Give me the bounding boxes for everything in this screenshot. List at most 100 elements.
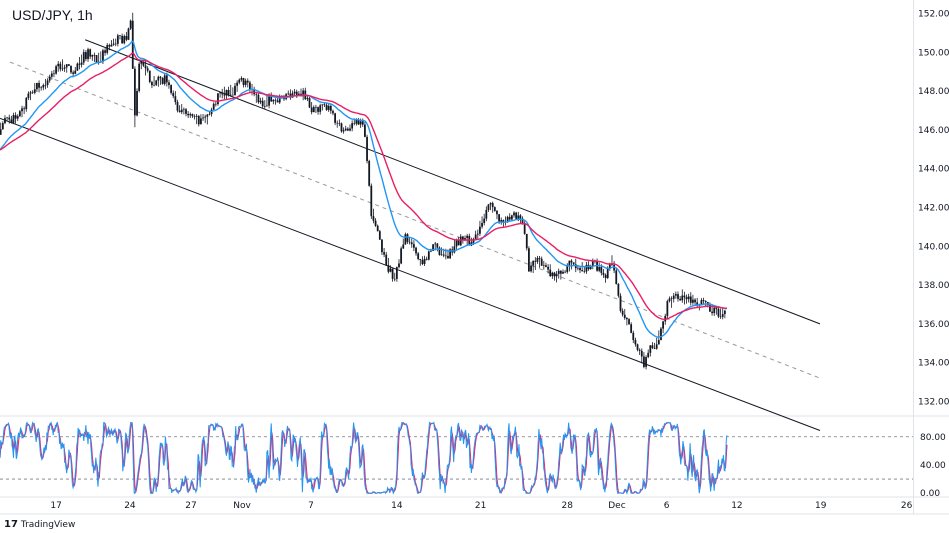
candle-body — [104, 50, 106, 53]
osc-tick-label: 0.00 — [920, 489, 940, 499]
candle-body — [297, 93, 300, 95]
tradingview-logo[interactable]: 𝟭𝟳 TradingView — [4, 519, 75, 530]
candle-body — [302, 90, 305, 97]
candle-body — [274, 99, 277, 101]
candle-body — [114, 43, 117, 45]
candle-body — [381, 239, 383, 253]
candle-body — [278, 96, 281, 103]
candle-body — [159, 76, 162, 78]
candle-body — [419, 259, 422, 260]
ma-line-ema-fast — [0, 40, 728, 338]
candle-body — [487, 204, 490, 210]
candle-body — [585, 264, 588, 272]
time-tick-label: 24 — [124, 501, 136, 511]
time-tick-label: Nov — [233, 501, 251, 511]
candle-body — [368, 160, 371, 186]
candle-body — [102, 50, 104, 62]
candle-body — [568, 260, 571, 266]
candle-body — [219, 92, 221, 94]
candle-body — [6, 117, 8, 119]
candle-body — [42, 84, 45, 88]
candle-body — [723, 310, 726, 315]
candle-body — [40, 87, 43, 89]
candle-body — [483, 218, 486, 223]
time-tick-label: 28 — [562, 501, 574, 511]
candle-body — [78, 63, 81, 65]
candle-body — [334, 113, 336, 123]
candle-body — [168, 82, 170, 86]
candle-body — [432, 244, 434, 251]
candle-body — [50, 73, 53, 77]
candle-body — [455, 239, 458, 247]
candle-body — [532, 260, 535, 266]
candle-body — [408, 241, 411, 243]
candle-body — [643, 356, 645, 367]
candle-body — [142, 61, 145, 66]
price-tick-label: 140.000 — [918, 242, 949, 252]
candle-body — [342, 130, 345, 132]
candle-body — [461, 236, 464, 240]
candle-body — [61, 68, 64, 70]
candle-body — [14, 115, 17, 119]
candle-body — [353, 123, 356, 124]
candle-body — [417, 253, 420, 260]
candle-body — [236, 82, 239, 86]
candle-body — [270, 95, 273, 102]
candle-body — [540, 258, 543, 266]
candle-body — [434, 243, 437, 245]
candle-body — [153, 84, 155, 86]
candle-body — [59, 63, 62, 70]
candle-body — [502, 220, 505, 222]
candle-body — [1, 123, 4, 130]
candle-body — [551, 272, 554, 277]
candle-body — [572, 262, 575, 265]
candle-body — [466, 235, 469, 239]
candle-body — [338, 123, 341, 124]
candle-body — [238, 79, 241, 83]
candle-body — [549, 269, 552, 277]
candle-body — [27, 93, 30, 98]
candle-body — [240, 78, 243, 80]
candle-body — [372, 216, 375, 221]
candle-body — [459, 236, 462, 246]
candle-body — [340, 123, 343, 132]
candle-body — [457, 239, 460, 246]
candle-body — [193, 116, 196, 117]
candle-body — [76, 63, 79, 71]
candle-body — [657, 340, 660, 345]
candle-body — [116, 35, 119, 44]
candle-body — [632, 332, 635, 341]
candle-body — [38, 82, 40, 88]
candle-body — [344, 128, 347, 131]
candle-body — [200, 118, 202, 125]
candle-body — [449, 249, 452, 259]
candle-body — [510, 215, 513, 220]
candle-body — [206, 114, 209, 117]
candle-body — [229, 94, 232, 96]
candle-body — [106, 45, 109, 53]
candle-body — [570, 260, 573, 263]
candle-body — [476, 233, 479, 235]
candle-body — [346, 128, 349, 131]
candle-body — [528, 248, 530, 272]
price-tick-label: 142.000 — [918, 204, 949, 214]
price-tick-label: 138.000 — [918, 281, 949, 291]
candle-body — [319, 105, 322, 112]
candle-body — [82, 52, 85, 63]
candle-body — [709, 305, 711, 312]
candle-body — [146, 68, 149, 71]
candle-body — [674, 294, 677, 296]
candle-body — [406, 234, 409, 242]
candle-body — [374, 220, 377, 226]
candle-body — [46, 80, 49, 85]
candle-body — [700, 300, 703, 306]
candle-body — [423, 258, 426, 264]
candle-body — [48, 76, 51, 81]
candle-body — [513, 212, 515, 216]
candle-body — [536, 257, 539, 262]
price-tick-label: 148.000 — [918, 87, 949, 97]
channel-lower-line — [0, 117, 821, 431]
candle-body — [21, 108, 23, 112]
candle-body — [574, 264, 577, 269]
